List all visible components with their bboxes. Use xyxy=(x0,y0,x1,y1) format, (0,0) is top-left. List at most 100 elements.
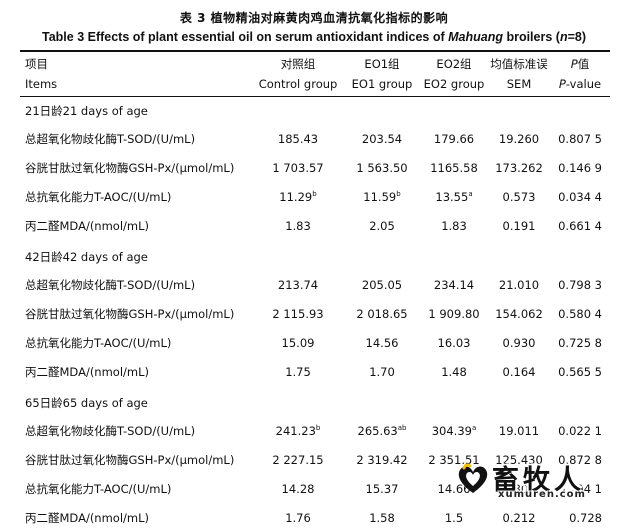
row-item: 总超氧化物歧化酶T-SOD/(U/mL) xyxy=(25,131,196,146)
cell-eo1: 1.58 xyxy=(344,503,420,532)
cell-control: 15.09 xyxy=(252,328,344,357)
cell-p-value: 0.146 9 xyxy=(558,160,602,175)
section-label: 65日龄65 days of age xyxy=(25,396,148,410)
row-item: 总超氧化物歧化酶T-SOD/(U/mL) xyxy=(25,277,196,292)
cell-eo2-value: 1 909.80 xyxy=(428,306,480,321)
row-item: 总超氧化物歧化酶T-SOD/(U/mL) xyxy=(25,423,196,438)
cell-sem: 154.062 xyxy=(495,306,543,321)
cell-p-value: 0.580 4 xyxy=(558,306,602,321)
watermark-logo: 畜牧人 xumuren.com xyxy=(452,458,628,503)
cell-sem: 19.011 xyxy=(498,423,540,438)
cell-control-value: 1.75 xyxy=(285,364,311,379)
cell-eo1-value: 2 319.42 xyxy=(356,452,408,467)
cell-control-value: 11.29 xyxy=(279,189,313,204)
title-en-prefix: Table 3 Effects of plant essential oil o… xyxy=(42,30,449,44)
cell-eo2-value: 1.83 xyxy=(441,218,467,233)
cell-eo1: 2.05 xyxy=(344,211,420,240)
cell-eo1: 2 319.42 xyxy=(344,445,420,474)
cell-eo2: 1.83 xyxy=(420,211,488,240)
header-p-en-italic: P xyxy=(558,76,566,91)
section-label: 42日龄42 days of age xyxy=(25,250,148,264)
cell-control: 1.76 xyxy=(252,503,344,532)
cell-eo2-value: 234.14 xyxy=(433,277,475,292)
cell-eo1: 205.05 xyxy=(344,270,420,299)
title-en-end: =8) xyxy=(567,30,586,44)
cell-eo1-value: 205.05 xyxy=(361,277,403,292)
cell-eo1-value: 1 563.50 xyxy=(356,160,408,175)
cell-eo2-superscript: a xyxy=(468,189,473,198)
cell-p-value: 0.794 1 xyxy=(558,481,602,496)
row-item: 丙二醛MDA/(nmol/mL) xyxy=(25,364,149,379)
cell-eo1: 203.54 xyxy=(344,124,420,153)
cell-sem: 0.164 xyxy=(502,364,536,379)
cell-eo2-value: 2 351.51 xyxy=(428,452,480,467)
cell-eo1-value: 265.63 xyxy=(357,423,398,438)
cell-p-value: 0.034 4 xyxy=(558,189,602,204)
title-en-suffix: broilers ( xyxy=(502,30,560,44)
cell-eo2-value: 1165.58 xyxy=(430,160,478,175)
table-row: 总超氧化物歧化酶T-SOD/(U/mL) 213.74 205.05 234.14 21… xyxy=(20,270,610,299)
table-row: 丙二醛MDA/(nmol/mL) 1.76 1.58 1.5 0.212 0.728 xyxy=(20,503,610,532)
cell-eo1-value: 2.05 xyxy=(369,218,395,233)
cell-eo2-value: 1.5 xyxy=(444,510,464,525)
watermark-text-cn: 畜牧人 xyxy=(492,465,585,496)
header-p-cn-italic: P xyxy=(570,56,578,71)
header-p-en-rest: -value xyxy=(565,76,602,91)
header-p-en: P-value xyxy=(550,73,610,94)
cell-eo2-value: 1.48 xyxy=(441,364,467,379)
row-item: 谷胱甘肽过氧化物酶GSH-Px/(μmol/mL) xyxy=(25,160,235,175)
cell-control: 14.28 xyxy=(252,474,344,503)
cell-eo2: 14.66 xyxy=(420,474,488,503)
cell-eo2-value: 304.39 xyxy=(431,423,472,438)
cell-control-value: 14.28 xyxy=(281,481,315,496)
header-p-cn-rest: 值 xyxy=(577,56,590,71)
table-row: 总抗氧化能力T-AOC/(U/mL) 11.29b 11.59b 13.55a 0.57… xyxy=(20,182,610,211)
cell-eo2: 179.66 xyxy=(420,124,488,153)
header-rule xyxy=(20,96,610,97)
cell-eo1: 265.63ab xyxy=(344,416,420,445)
cell-control: 1.75 xyxy=(252,357,344,386)
section-row: 42日龄42 days of age xyxy=(20,240,610,270)
cell-eo2-superscript: a xyxy=(471,423,477,432)
cell-control-value: 1.76 xyxy=(285,510,311,525)
cell-sem: 21.010 xyxy=(498,277,540,292)
section-row: 21日龄21 days of age xyxy=(20,94,610,124)
cell-eo2: 13.55a xyxy=(420,182,488,211)
section-label: 21日龄21 days of age xyxy=(25,104,148,118)
table-row: 谷胱甘肽过氧化物酶GSH-Px/(μmol/mL) 2 115.93 2 018.6… xyxy=(20,299,610,328)
cell-control-value: 2 115.93 xyxy=(272,306,324,321)
table-row: 总抗氧化能力T-AOC/(U/mL) 15.09 14.56 16.03 0.930 0.… xyxy=(20,328,610,357)
cell-control: 1 703.57 xyxy=(252,153,344,182)
cell-sem: 0.191 xyxy=(502,218,536,233)
cell-eo2: 304.39a xyxy=(420,416,488,445)
cell-eo2-value: 179.66 xyxy=(433,131,475,146)
row-item: 总抗氧化能力T-AOC/(U/mL) xyxy=(25,189,172,204)
cell-control-value: 15.09 xyxy=(281,335,315,350)
cell-eo2: 1165.58 xyxy=(420,153,488,182)
cell-eo2: 2 351.51 xyxy=(420,445,488,474)
row-item: 丙二醛MDA/(nmol/mL) xyxy=(25,218,149,233)
cell-p-value: 0.807 5 xyxy=(558,131,602,146)
cell-control-superscript: b xyxy=(315,423,321,432)
cell-sem: 0.573 xyxy=(502,189,536,204)
cell-control-value: 213.74 xyxy=(277,277,319,292)
cell-eo2: 1.48 xyxy=(420,357,488,386)
cell-sem: 0.930 xyxy=(502,335,536,350)
cell-control: 1.83 xyxy=(252,211,344,240)
header-item-cn: 项目 xyxy=(25,56,48,71)
header-sem-en: SEM xyxy=(506,76,532,91)
header-control-en: Control group xyxy=(258,76,338,91)
cell-sem: 125.430 xyxy=(495,452,543,467)
cell-p-value: 0.661 4 xyxy=(558,218,602,233)
cell-eo1: 11.59b xyxy=(344,182,420,211)
cell-eo1-value: 15.37 xyxy=(365,481,399,496)
cell-eo2: 16.03 xyxy=(420,328,488,357)
header-item-en: Items xyxy=(25,76,58,91)
cell-p-value: 0.728 xyxy=(569,510,602,525)
cell-eo1-value: 1.58 xyxy=(369,510,395,525)
header-p-cn: P值 xyxy=(550,54,610,73)
cell-eo1: 1 563.50 xyxy=(344,153,420,182)
cell-control: 2 115.93 xyxy=(252,299,344,328)
cell-eo1-value: 203.54 xyxy=(361,131,403,146)
cell-control: 241.23b xyxy=(252,416,344,445)
